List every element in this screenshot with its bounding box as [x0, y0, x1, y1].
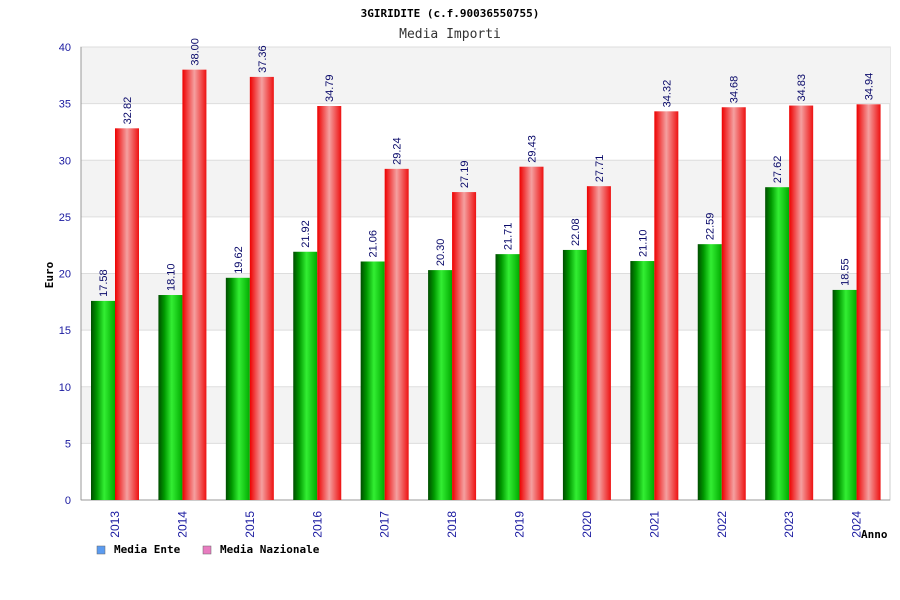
- x-tick-label: 2021: [647, 511, 661, 538]
- bar-value-label: 22.59: [705, 213, 717, 241]
- y-tick-label: 40: [59, 42, 71, 54]
- bar: [428, 270, 453, 500]
- bar-value-label: 29.24: [392, 137, 404, 165]
- bar: [360, 261, 385, 500]
- chart-title: 3GIRIDITE (c.f.90036550755): [361, 7, 540, 20]
- y-tick-label: 35: [59, 99, 71, 111]
- bar: [856, 104, 881, 500]
- bar-value-label: 34.94: [864, 73, 876, 101]
- bar-value-label: 27.71: [594, 155, 606, 183]
- bar: [630, 261, 655, 500]
- bar: [293, 251, 318, 500]
- plot-area: [80, 46, 891, 501]
- bar: [225, 277, 250, 500]
- legend: Media Ente Media Nazionale: [96, 543, 320, 556]
- legend-swatch: [96, 545, 106, 555]
- grid-band: [81, 160, 890, 217]
- bar-value-label: 21.06: [368, 230, 380, 258]
- bar: [654, 111, 679, 501]
- bar: [91, 300, 115, 500]
- bar: [452, 192, 477, 501]
- bar: [317, 106, 342, 501]
- bar-value-label: 27.19: [459, 161, 471, 189]
- legend-label: Media Nazionale: [220, 543, 320, 556]
- grid-band: [81, 386, 890, 444]
- y-tick-label: 30: [59, 155, 71, 167]
- x-tick-label: 2014: [175, 511, 189, 538]
- bar-value-label: 32.82: [122, 97, 134, 125]
- x-tick-label: 2015: [243, 511, 257, 538]
- bar-value-label: 34.83: [796, 74, 808, 102]
- bar: [115, 128, 139, 500]
- grid-band: [81, 47, 890, 104]
- bar-value-label: 34.79: [324, 74, 336, 102]
- bar-value-label: 29.43: [527, 135, 539, 163]
- bar-value-label: 38.00: [189, 38, 201, 66]
- legend-label: Media Ente: [114, 543, 181, 556]
- bar-value-label: 21.71: [503, 223, 515, 251]
- x-tick-label: 2024: [850, 511, 864, 538]
- x-tick-label: 2022: [715, 511, 729, 538]
- y-tick-label: 25: [59, 212, 71, 224]
- legend-swatch: [202, 545, 212, 555]
- bar: [697, 244, 722, 500]
- x-tick-label: 2023: [782, 511, 796, 538]
- x-tick-label: 2017: [378, 511, 392, 538]
- bar: [562, 249, 587, 500]
- bar-value-label: 21.92: [300, 220, 312, 248]
- x-axis-label: Anno: [861, 528, 888, 541]
- x-tick-label: 2018: [445, 511, 459, 538]
- bars: [91, 69, 881, 501]
- bar: [495, 254, 520, 500]
- x-axis-ticks: 2013 2014 2015 2016 2017 2018 2019 2020 2021 2022…: [108, 511, 864, 538]
- y-tick-label: 0: [65, 495, 71, 507]
- bar-value-label: 34.68: [729, 76, 741, 104]
- bar-labels: 17.58 32.82 18.10 38.00 19.62 37.36 21.92 34.79…: [98, 38, 876, 297]
- bar: [182, 69, 207, 501]
- y-axis-label: Euro: [43, 261, 56, 288]
- bar-value-label: 17.58: [98, 269, 110, 297]
- x-tick-label: 2019: [513, 511, 527, 538]
- bar: [721, 107, 746, 501]
- y-tick-label: 10: [59, 382, 71, 394]
- bar: [249, 76, 274, 500]
- bar-value-label: 21.10: [637, 230, 649, 258]
- grid-band: [81, 273, 890, 331]
- bar-value-label: 22.08: [570, 218, 582, 246]
- bar: [765, 187, 790, 501]
- y-tick-label: 20: [59, 269, 71, 281]
- bar-value-label: 27.62: [772, 156, 784, 184]
- bar-value-label: 18.55: [840, 258, 852, 286]
- x-tick-label: 2016: [310, 511, 324, 538]
- y-tick-label: 15: [59, 325, 71, 337]
- bar: [789, 105, 814, 501]
- bar: [519, 166, 544, 500]
- y-tick-label: 5: [65, 438, 71, 450]
- bar-value-label: 19.62: [233, 246, 245, 274]
- bar: [158, 295, 183, 500]
- x-tick-label: 2013: [108, 511, 122, 538]
- bar-value-label: 37.36: [257, 45, 269, 73]
- x-tick-label: 2020: [580, 511, 594, 538]
- bar: [832, 289, 857, 500]
- y-axis-ticks: 0 5 10 15 20 25 30 35 40: [59, 42, 71, 507]
- bar-value-label: 18.10: [165, 263, 177, 291]
- bar: [586, 186, 611, 500]
- chart-subtitle: Media Importi: [399, 27, 501, 42]
- bar: [384, 168, 409, 500]
- bar-value-label: 34.32: [661, 80, 673, 108]
- bar-value-label: 20.30: [435, 239, 447, 267]
